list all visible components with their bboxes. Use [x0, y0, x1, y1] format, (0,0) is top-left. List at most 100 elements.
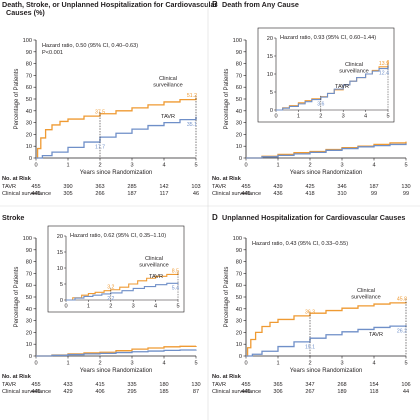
series-line-surveillance [246, 301, 407, 357]
y-tick-label: 50 [26, 97, 32, 103]
risk-value: 390 [63, 184, 72, 190]
x-tick-label: 4 [372, 361, 375, 367]
inset-series-tavr [276, 65, 389, 111]
risk-value: 99 [403, 191, 409, 197]
y-tick-label: 50 [236, 295, 242, 301]
x-tick-label: 2 [98, 163, 101, 169]
x-tick-label: 4 [162, 163, 165, 169]
x-tick-label: 5 [404, 163, 407, 169]
x-tick-label: 1 [66, 163, 69, 169]
risk-value: 87 [193, 389, 199, 395]
risk-value: 268 [337, 382, 346, 388]
inset-x-tick-label: 2 [109, 304, 112, 310]
panel-4: D Unplanned Hospitalization for Cardiovas… [212, 213, 411, 395]
y-tick-label: 70 [26, 271, 32, 277]
y-tick-label: 50 [26, 295, 32, 301]
risk-value: 187 [369, 184, 378, 190]
risk-value: 433 [63, 382, 72, 388]
inset-data-label-tavr: 12.4 [379, 71, 389, 77]
risk-value: 180 [159, 382, 168, 388]
inset-y-tick-label: 5 [270, 90, 273, 96]
inset-plot: 0 5 10 15 20 0 1 2 3 4 5 3.2 8.5 2.2 5.4 Hazard ratio, … [47, 225, 185, 313]
inset-series-label-surveillance: surveillance [339, 69, 369, 75]
y-tick-label: 0 [239, 156, 242, 162]
inset-x-tick-label: 3 [342, 114, 345, 120]
risk-value: 446 [31, 389, 40, 395]
x-tick-label: 0 [34, 361, 37, 367]
y-tick-label: 50 [236, 97, 242, 103]
y-tick-label: 0 [29, 354, 32, 360]
inset-x-tick-label: 1 [87, 304, 90, 310]
risk-value: 44 [403, 389, 409, 395]
y-tick-label: 10 [26, 342, 32, 348]
risk-value: 436 [273, 191, 282, 197]
data-label-surveillance: 36.3 [305, 309, 315, 315]
panel-letter: D [212, 213, 218, 222]
x-tick-label: 5 [404, 361, 407, 367]
y-tick-label: 40 [26, 109, 32, 115]
p-value: P<0.001 [42, 50, 63, 56]
inset-series-label-surveillance: Clinical [145, 256, 163, 262]
risk-value: 103 [191, 184, 200, 190]
series-label-surveillance: Clinical [357, 288, 375, 294]
inset-y-tick-label: 20 [57, 234, 63, 240]
inset-data-label-surveillance: 13.9 [379, 61, 389, 67]
y-tick-label: 90 [26, 248, 32, 254]
y-tick-label: 70 [26, 73, 32, 79]
risk-row-label: Clinical surveillance [2, 389, 51, 395]
inset-frame [47, 225, 185, 313]
hazard-ratio: Hazard ratio, 0.43 (95% CI, 0.33–0.55) [252, 241, 348, 247]
inset-data-label-tavr: 3.6 [317, 102, 324, 108]
inset-x-tick-label: 2 [319, 114, 322, 120]
panel-2: B Death from Any Cause0102030405060708090… [212, 0, 411, 197]
y-tick-label: 30 [236, 319, 242, 325]
y-tick-label: 10 [236, 342, 242, 348]
series-label-surveillance: Clinical [159, 76, 177, 82]
risk-row-label: TAVR [212, 382, 226, 388]
risk-table-header: No. at Risk [2, 374, 32, 380]
hazard-ratio: Hazard ratio, 0.50 (95% CI, 0.40–0.63) [42, 43, 138, 49]
y-tick-label: 70 [236, 73, 242, 79]
y-tick-label: 10 [26, 144, 32, 150]
risk-value: 429 [63, 389, 72, 395]
y-tick-label: 90 [26, 50, 32, 56]
series-label-tavr: TAVR [161, 114, 175, 120]
risk-value: 189 [337, 389, 346, 395]
y-tick-label: 100 [23, 38, 32, 44]
risk-value: 118 [370, 389, 379, 395]
risk-value: 154 [369, 382, 378, 388]
y-tick-label: 100 [233, 236, 242, 242]
inset-x-tick-label: 0 [64, 304, 67, 310]
y-tick-label: 20 [26, 132, 32, 138]
y-tick-label: 40 [236, 109, 242, 115]
inset-x-tick-label: 5 [176, 304, 179, 310]
risk-row-label: TAVR [2, 184, 16, 190]
risk-value: 185 [159, 389, 168, 395]
y-tick-label: 30 [26, 121, 32, 127]
inset-y-tick-label: 10 [57, 266, 63, 272]
risk-value: 106 [401, 382, 410, 388]
panel-1: Death, Stroke, or Unplanned Hospitalizat… [2, 0, 217, 197]
risk-value: 285 [127, 184, 136, 190]
risk-table-header: No. at Risk [2, 176, 32, 182]
inset-series-label-tavr: TAVR [335, 84, 349, 90]
y-tick-label: 20 [236, 132, 242, 138]
x-tick-label: 5 [194, 163, 197, 169]
y-tick-label: 80 [236, 62, 242, 68]
y-tick-label: 30 [26, 319, 32, 325]
data-label-surveillance: 37.5 [95, 110, 105, 116]
panel-title: Death, Stroke, or Unplanned Hospitalizat… [2, 0, 217, 9]
inset-data-label-surveillance: 3.2 [107, 285, 114, 291]
y-tick-label: 20 [26, 330, 32, 336]
risk-row-label: TAVR [2, 382, 16, 388]
inset-data-label-surveillance: 8.5 [172, 268, 179, 274]
risk-value: 455 [31, 382, 40, 388]
data-label-tavr: 15.1 [305, 344, 315, 350]
risk-value: 130 [401, 184, 410, 190]
inset-y-tick-label: 15 [57, 250, 63, 256]
series-line-tavr [36, 349, 197, 357]
risk-value: 266 [95, 191, 104, 197]
y-tick-label: 60 [26, 283, 32, 289]
y-axis-label: Percentage of Patients [14, 69, 20, 130]
